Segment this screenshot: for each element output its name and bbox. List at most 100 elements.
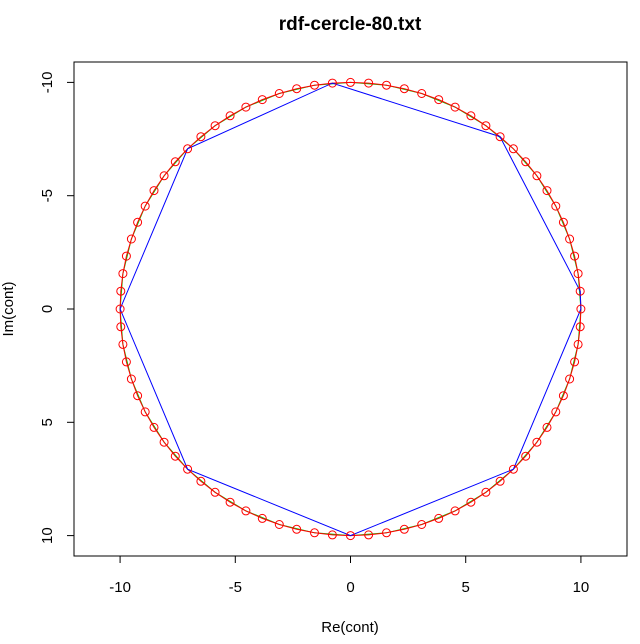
y-tick-label: -5: [39, 189, 56, 202]
data-point: [183, 464, 193, 474]
data-point: [565, 234, 575, 244]
x-tick-label: 10: [573, 579, 590, 596]
data-point: [159, 171, 169, 181]
data-point: [434, 513, 444, 523]
data-point: [140, 407, 150, 417]
data-point: [450, 102, 460, 112]
data-point: [532, 171, 542, 181]
data-point: [149, 422, 159, 432]
data-point: [225, 497, 235, 507]
chart-title: rdf-cercle-80.txt: [279, 14, 422, 35]
data-point: [196, 476, 206, 486]
blue-line: [119, 82, 582, 537]
data-point: [121, 251, 131, 261]
data-point: [495, 476, 505, 486]
data-point: [495, 132, 505, 142]
data-point: [558, 217, 568, 227]
data-point: [382, 528, 391, 538]
data-point: [450, 506, 460, 516]
data-point: [149, 186, 159, 196]
x-tick-label: 0: [346, 579, 354, 596]
x-tick-label: 5: [462, 579, 470, 596]
data-point: [508, 464, 518, 474]
data-point: [417, 520, 427, 529]
red-line: [119, 81, 582, 537]
data-point: [210, 487, 220, 497]
data-point: [274, 89, 284, 98]
series-blue-polygon: [119, 82, 582, 537]
data-point: [292, 84, 302, 94]
data-point: [551, 201, 561, 211]
green-line: [119, 81, 582, 537]
y-axis-label: Im(cont): [0, 281, 17, 336]
y-tick-label: 0: [39, 305, 56, 313]
data-point: [399, 84, 409, 94]
data-point: [274, 520, 284, 529]
data-point: [466, 111, 476, 121]
data-point: [170, 157, 180, 167]
data-point: [170, 451, 180, 461]
data-point: [542, 186, 552, 196]
data-point: [116, 322, 126, 332]
data-point: [292, 524, 302, 534]
data-point: [183, 144, 193, 154]
data-point: [508, 144, 518, 154]
data-point: [159, 437, 169, 447]
x-tick-label: -10: [109, 579, 131, 596]
x-axis-label: Re(cont): [321, 619, 379, 636]
data-point: [551, 407, 561, 417]
data-point: [346, 77, 355, 87]
x-axis: -10 -5 0 5 10: [109, 556, 589, 596]
series-red-line: [119, 81, 582, 537]
data-point: [399, 524, 409, 534]
data-point: [417, 89, 427, 98]
data-point: [558, 391, 568, 401]
data-point: [521, 157, 531, 167]
y-axis: -10 -5 0 5 10: [39, 72, 74, 544]
x-tick-label: -5: [229, 579, 242, 596]
data-point: [310, 528, 319, 538]
data-point: [575, 322, 585, 332]
y-tick-label: 5: [39, 418, 56, 426]
data-point: [434, 95, 444, 105]
data-point: [310, 80, 319, 90]
data-point: [570, 357, 580, 367]
data-point: [382, 80, 391, 90]
data-point: [364, 78, 374, 88]
data-point: [327, 78, 337, 88]
data-point: [575, 286, 585, 296]
data-point: [118, 269, 128, 279]
data-point: [116, 286, 126, 296]
data-point: [140, 201, 150, 211]
data-point: [481, 121, 491, 131]
data-point: [466, 497, 476, 507]
data-point: [542, 422, 552, 432]
data-point: [481, 487, 491, 497]
data-point: [241, 102, 251, 112]
data-point: [364, 530, 374, 540]
data-point: [565, 374, 575, 384]
data-point: [576, 304, 586, 314]
data-point: [573, 269, 583, 279]
data-point: [210, 121, 220, 131]
data-point: [346, 531, 355, 541]
data-point: [133, 217, 143, 227]
data-point: [196, 132, 206, 142]
series-red-points: [115, 77, 586, 541]
data-point: [521, 451, 531, 461]
data-point: [121, 357, 131, 367]
data-point: [118, 339, 128, 349]
data-point: [241, 506, 251, 516]
series-green-polygon: [119, 81, 582, 537]
data-point: [570, 251, 580, 261]
data-point: [225, 111, 235, 121]
data-point: [257, 95, 267, 105]
data-point: [126, 374, 136, 384]
data-point: [327, 530, 337, 540]
y-tick-label: -10: [39, 72, 56, 94]
data-point: [532, 437, 542, 447]
data-point: [257, 513, 267, 523]
data-point: [126, 234, 136, 244]
y-tick-label: 10: [39, 527, 56, 544]
